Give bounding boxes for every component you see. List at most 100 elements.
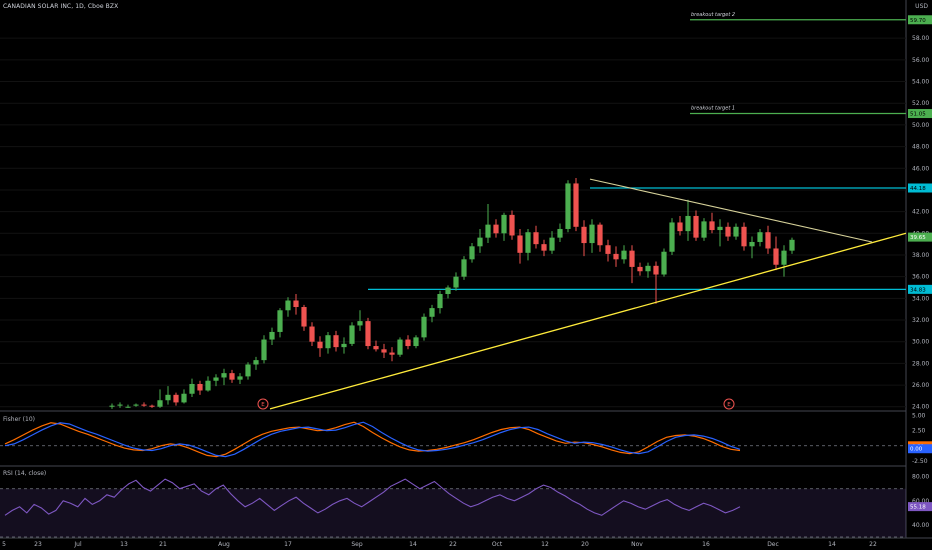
candle-body <box>173 394 179 403</box>
time-tick-label: 16 <box>702 541 710 548</box>
candle-body <box>365 321 371 347</box>
price-tick-label: 50.00 <box>912 122 929 129</box>
candle-body <box>653 265 659 275</box>
candle-body <box>237 376 243 380</box>
earnings-marker <box>723 398 735 410</box>
time-tick-label: 13 <box>120 541 128 548</box>
target-1-price-tag <box>908 109 932 119</box>
candle-body <box>685 215 691 232</box>
candle-body <box>693 215 699 238</box>
candle-body <box>781 250 787 265</box>
candle-body <box>149 405 155 407</box>
candle-body <box>341 343 347 348</box>
rsi-pane <box>0 478 906 538</box>
candle-body <box>133 404 139 406</box>
rsi-pane-title: RSI (14, close) <box>3 470 47 477</box>
candle-body <box>629 250 635 267</box>
price-pane: breakout target 2 breakout target 1 E E <box>109 12 907 410</box>
candle-body <box>773 248 779 265</box>
candle-body <box>301 307 307 327</box>
price-tick-label: 28.00 <box>912 360 929 367</box>
time-tick-label: Aug <box>218 541 230 548</box>
support-price-tag-text: 34.83 <box>910 287 926 293</box>
candle-body <box>541 244 547 251</box>
candle-body <box>645 265 651 272</box>
price-tick-label: 24.00 <box>912 404 929 411</box>
price-tick-label: 46.00 <box>912 165 929 172</box>
candle-body <box>581 226 587 244</box>
descending-resistance-trendline <box>589 178 873 243</box>
candle-body <box>717 226 723 231</box>
price-tick-label: 48.00 <box>912 144 929 151</box>
candle-body <box>389 352 395 355</box>
candle-body <box>765 232 771 249</box>
candle-body <box>293 300 299 308</box>
candle-body <box>197 383 203 391</box>
time-tick-label: 12 <box>541 541 549 548</box>
candle-body <box>165 394 171 401</box>
candle-body <box>221 373 227 378</box>
candle-body <box>437 294 443 309</box>
candle-body <box>517 235 523 253</box>
candle-body <box>405 339 411 347</box>
candle-body <box>325 335 331 349</box>
candle-body <box>181 393 187 403</box>
candle-body <box>245 364 251 377</box>
candle-body <box>757 232 763 242</box>
candle-body <box>493 224 499 234</box>
rsi-value-tag-text: 55.18 <box>910 505 926 511</box>
candle-body <box>613 253 619 260</box>
time-tick-label: Jul <box>73 541 82 548</box>
time-tick-label: 23 <box>34 541 42 548</box>
fisher-series-line <box>4 421 741 458</box>
support-price-tag <box>908 284 932 294</box>
candle-body <box>189 383 195 394</box>
fisher-tick-label: -2.50 <box>912 458 928 465</box>
candle-body <box>429 308 435 317</box>
candle-body <box>309 326 315 342</box>
candle-body <box>141 404 147 406</box>
candle-body <box>669 222 675 252</box>
candle-body <box>725 226 731 237</box>
price-tick-label: 42.00 <box>912 209 929 216</box>
candle-body <box>453 276 459 288</box>
rsi-tick-label: 40.00 <box>912 522 929 529</box>
candle-body <box>373 346 379 350</box>
candle-body <box>125 406 131 408</box>
candle-body <box>597 224 603 246</box>
candle-body <box>469 246 475 260</box>
price-tick-label: 38.00 <box>912 252 929 259</box>
candle-body <box>109 405 115 407</box>
fisher-series-line <box>4 421 741 458</box>
candle-body <box>501 214 507 234</box>
candle-body <box>477 237 483 247</box>
candle-body <box>741 226 747 247</box>
time-tick-label: 22 <box>869 541 877 548</box>
candle-body <box>557 228 563 238</box>
candle-body <box>661 251 667 275</box>
candle-body <box>253 360 259 365</box>
candle-body <box>709 221 715 231</box>
symbol-title: CANADIAN SOLAR INC, 1D, Cboe BZX <box>3 3 119 10</box>
rsi-tick-label: 60.00 <box>912 498 929 505</box>
candle-body <box>573 183 579 227</box>
resistance-price-tag <box>908 183 932 193</box>
time-tick-label: 14 <box>828 541 836 548</box>
fisher-tick-label: 2.50 <box>912 428 926 435</box>
price-tick-label: 34.00 <box>912 295 929 302</box>
candle-body <box>349 325 355 344</box>
candle-body <box>589 224 595 244</box>
target-2-price-tag <box>908 15 932 25</box>
earnings-marker <box>257 398 269 410</box>
candle-body <box>157 400 163 407</box>
candle-body <box>413 337 419 347</box>
price-tick-label: 54.00 <box>912 79 929 86</box>
time-tick-label: Dec <box>767 541 779 548</box>
fisher-value-tag-text: 0.00 <box>910 447 923 453</box>
rsi-value-tag <box>908 502 932 512</box>
ascending-support-trendline <box>269 232 907 410</box>
candle-body <box>229 373 235 380</box>
resistance-price-tag-text: 44.18 <box>910 186 926 192</box>
candle-body <box>317 341 323 349</box>
fisher-tick-label: 5.00 <box>912 413 926 420</box>
